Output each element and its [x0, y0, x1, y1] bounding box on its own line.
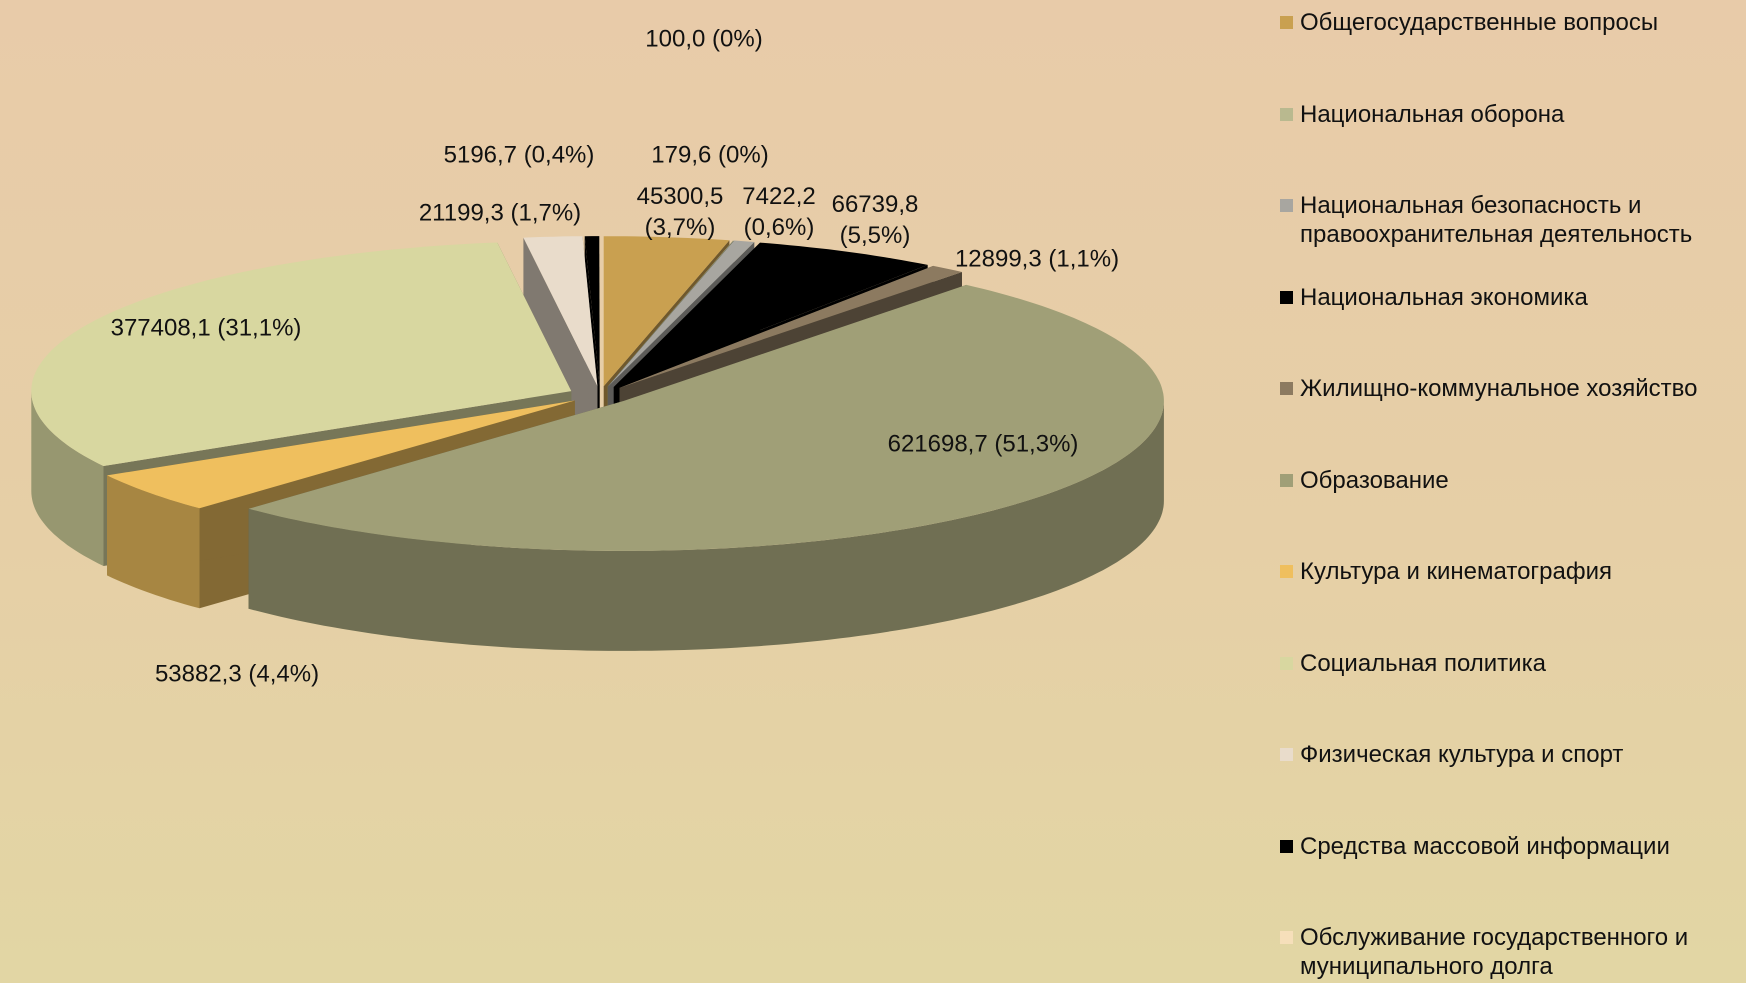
legend-label: Общегосударственные вопросы	[1300, 9, 1659, 36]
data-label: 45300,5 (3,7%)	[636, 183, 724, 241]
slice	[607, 240, 734, 387]
slice	[619, 265, 962, 388]
legend-swatch	[1280, 839, 1293, 853]
slice	[31, 242, 572, 466]
legend-label: Физическая культура и спорт	[1300, 741, 1624, 768]
legend-swatch	[1280, 565, 1293, 578]
slice	[248, 284, 1164, 551]
legend-swatch	[1280, 290, 1293, 304]
legend-label: Национальная экономика	[1300, 283, 1588, 311]
legend-swatch	[1280, 931, 1293, 944]
slice-wall	[31, 391, 104, 566]
slice	[603, 236, 730, 387]
data-label: 179,6 (0%)	[651, 141, 769, 169]
legend-label: Обслуживание государственного и муниципа…	[1300, 924, 1689, 980]
legend-swatch	[1280, 656, 1293, 670]
legend-label: Жилищно-коммунальное хозяйство	[1300, 375, 1698, 402]
data-label: 5196,7 (0,4%)	[443, 141, 595, 169]
slice	[107, 400, 575, 509]
data-label: 100,0 (0%)	[645, 25, 763, 53]
legend-swatch	[1280, 473, 1293, 487]
legend-label: Культура и кинематография	[1300, 558, 1613, 585]
data-label: 12899,3 (1,1%)	[954, 245, 1120, 273]
legend-label: Образование	[1300, 466, 1449, 494]
slice	[613, 242, 928, 387]
slice-wall	[248, 400, 1164, 651]
slice	[608, 240, 755, 387]
legend-swatch	[1280, 107, 1293, 121]
legend-swatch	[1280, 748, 1293, 761]
slice-wall	[107, 475, 200, 609]
legend-label: Национальная безопасность и правоохранит…	[1300, 192, 1693, 248]
slice	[523, 236, 598, 387]
legend-swatch	[1280, 199, 1293, 212]
data-label: 66739,8 (5,5%)	[831, 191, 919, 249]
data-label: 377408,1 (31,1%)	[110, 314, 302, 342]
legend-label: Средства массовой информации	[1300, 832, 1670, 860]
slice	[584, 236, 600, 387]
data-label: 621698,7 (51,3%)	[887, 430, 1079, 458]
data-label: 7422,2 (0,6%)	[742, 183, 816, 241]
legend-swatch	[1280, 16, 1293, 29]
legend-label: Национальная оборона	[1300, 100, 1565, 128]
legend-label: Социальная политика	[1300, 649, 1546, 677]
data-label: 21199,3 (1,7%)	[418, 199, 582, 227]
legend-swatch	[1280, 382, 1293, 395]
data-label: 53882,3 (4,4%)	[154, 660, 320, 688]
